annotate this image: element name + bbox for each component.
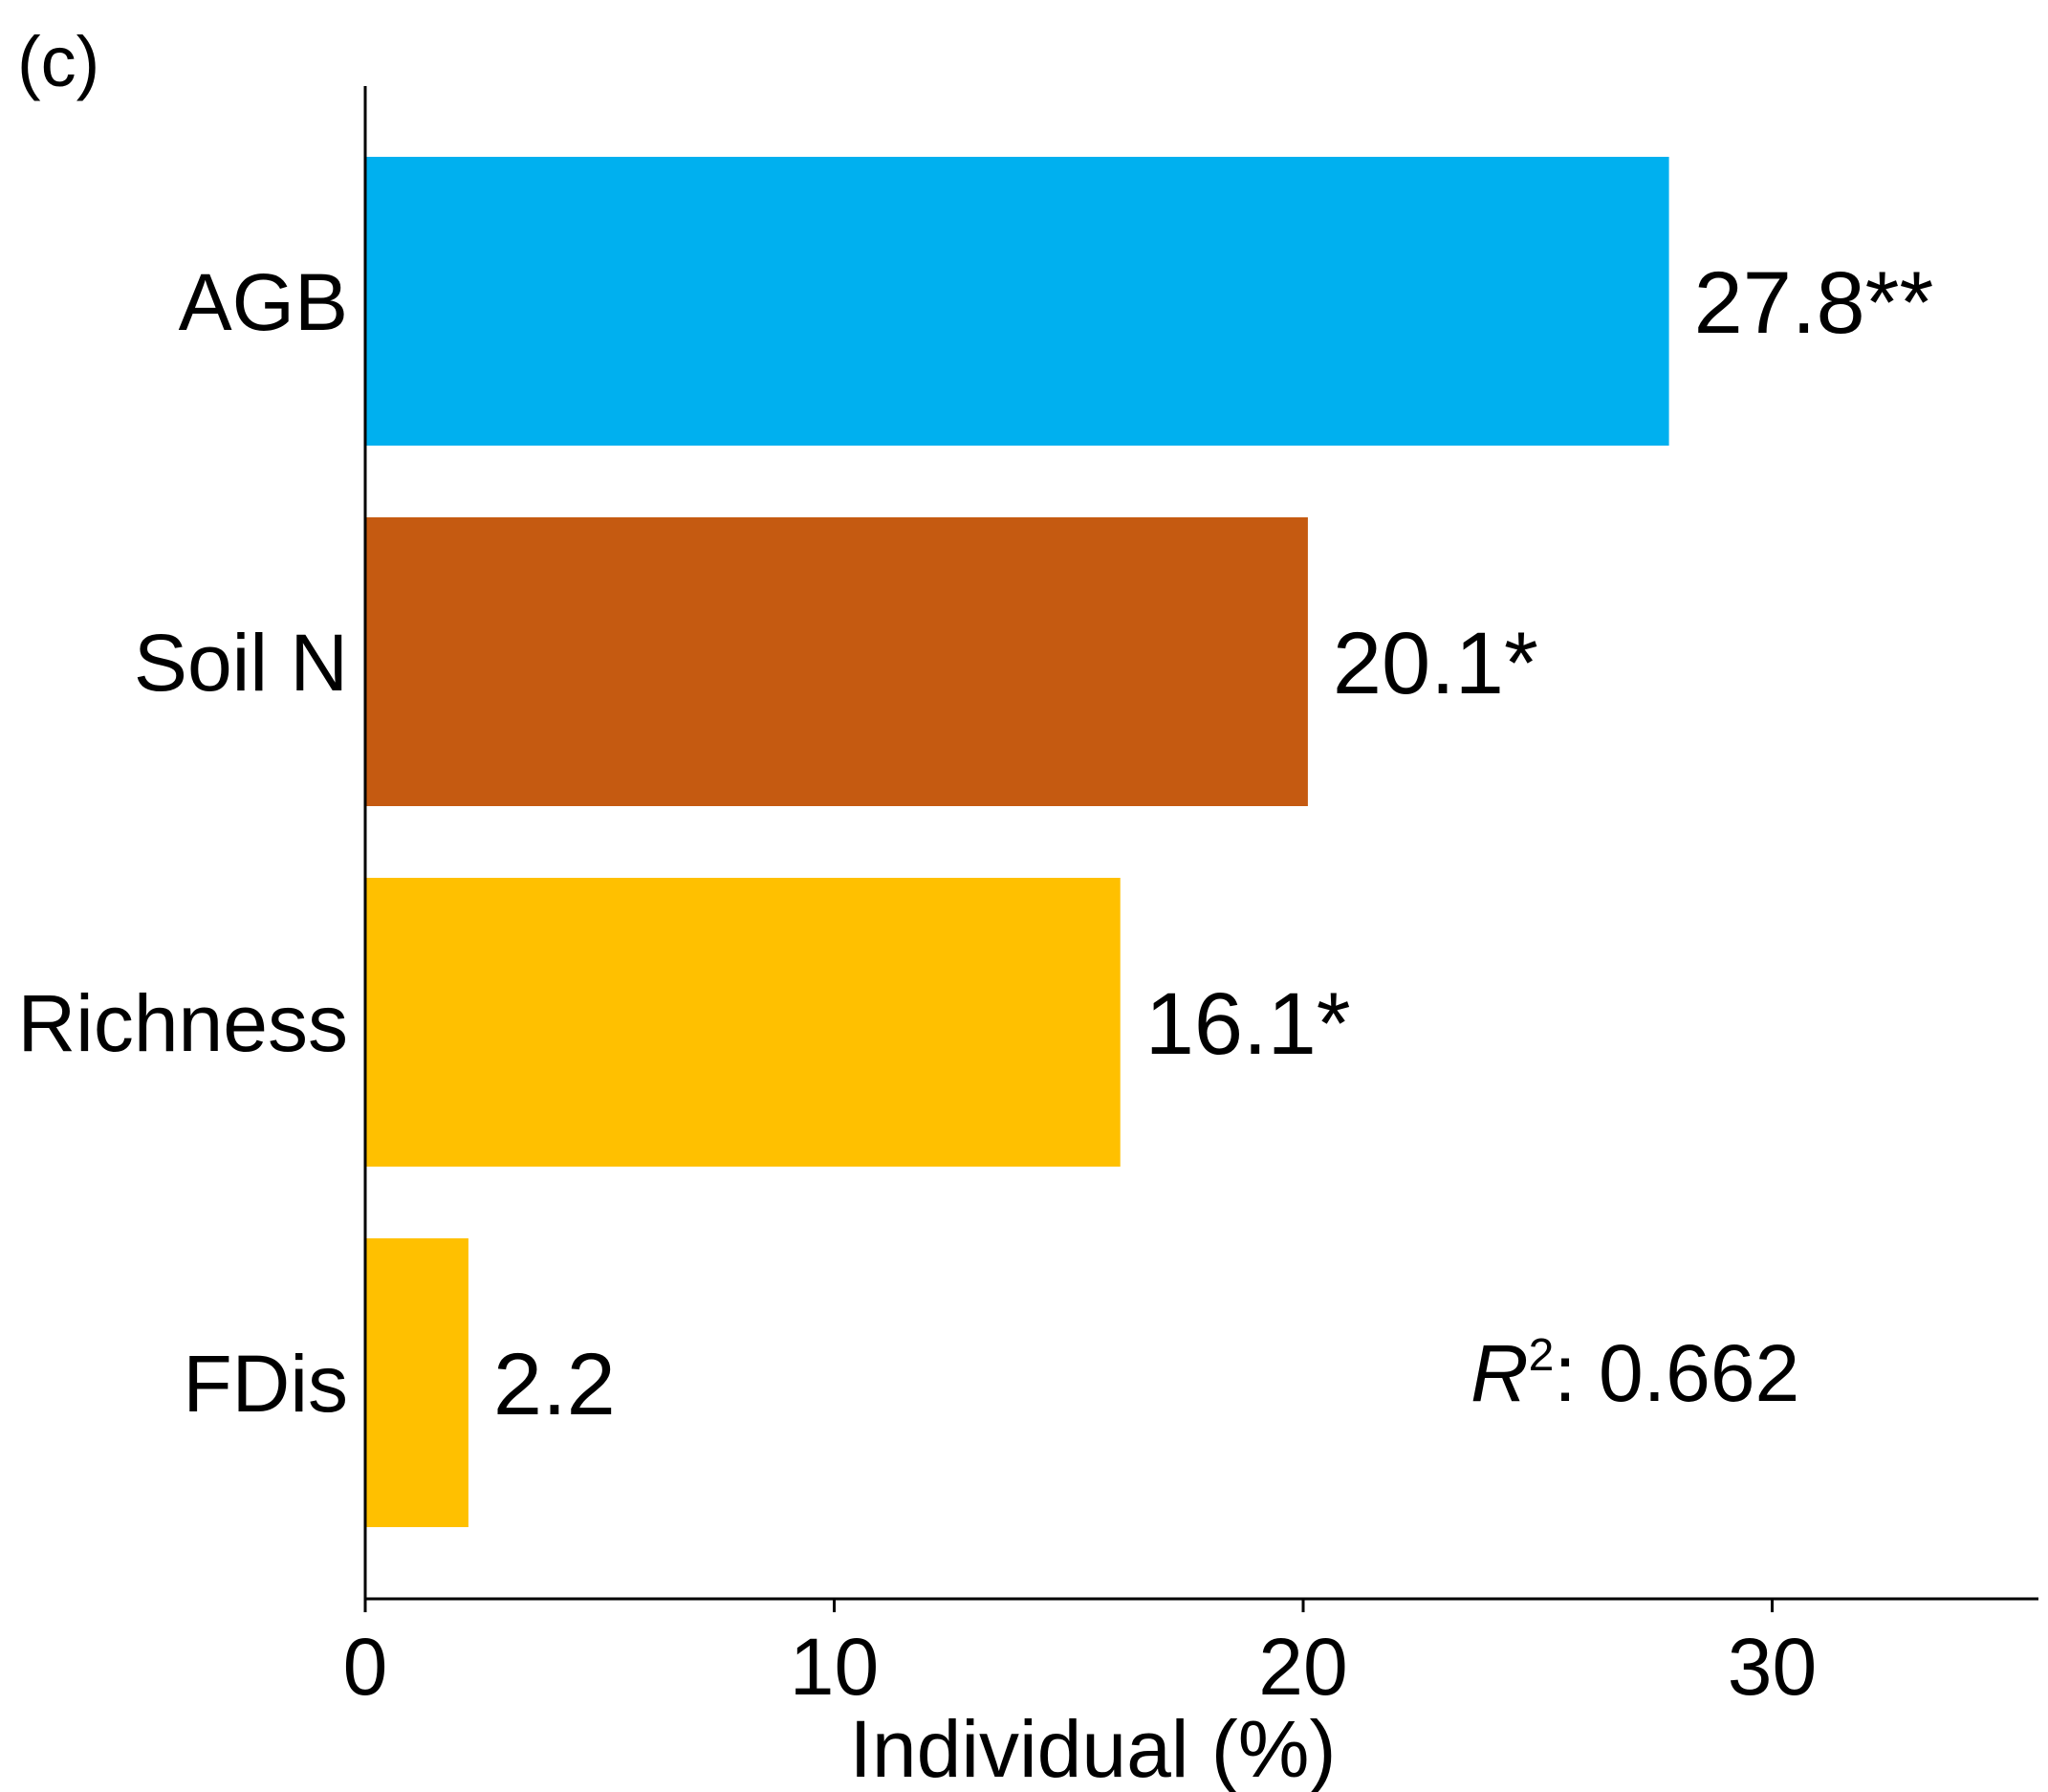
category-label-soil-n: Soil N (134, 618, 348, 708)
category-label-richness: Richness (18, 978, 348, 1068)
bar-agb (365, 157, 1669, 446)
category-label-fdis: FDis (183, 1339, 348, 1429)
data-label-fdis: 2.2 (493, 1336, 616, 1433)
x-tick-label-10: 10 (790, 1622, 879, 1712)
category-labels-group: AGB Soil N Richness FDis (18, 257, 348, 1429)
panel-label: (c) (17, 22, 99, 101)
bar-fdis (365, 1238, 468, 1527)
r-squared-symbol: R (1471, 1328, 1529, 1418)
data-labels-group: 27.8** 20.1* 16.1* 2.2 (493, 254, 1933, 1433)
x-tick-label-0: 0 (343, 1622, 388, 1712)
x-axis-label: Individual (%) (850, 1704, 1337, 1792)
r-squared-value: : 0.662 (1554, 1328, 1799, 1418)
bars-group (365, 157, 1669, 1527)
category-label-agb: AGB (179, 257, 348, 347)
r-squared-superscript: 2 (1529, 1330, 1555, 1381)
x-tick-label-20: 20 (1258, 1622, 1347, 1712)
data-label-agb: 27.8** (1694, 254, 1934, 352)
x-tick-label-30: 30 (1728, 1622, 1817, 1712)
bar-soil-n (365, 517, 1308, 806)
bar-richness (365, 878, 1121, 1167)
x-ticks-group: 0 10 20 30 (343, 1599, 1817, 1712)
data-label-richness: 16.1* (1145, 975, 1351, 1073)
data-label-soil-n: 20.1* (1333, 615, 1538, 712)
r-squared-annotation: R2: 0.662 (1471, 1328, 1799, 1418)
